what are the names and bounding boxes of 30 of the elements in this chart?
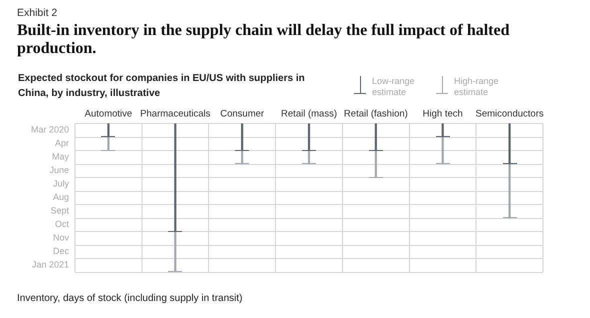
- chart-subtitle: Expected stockout for companies in EU/US with suppliers in China, by industry, illustrative: [18, 72, 306, 101]
- text: Oct: [54, 219, 70, 230]
- bar: [508, 164, 511, 218]
- x-tick-label: Retail (fashion): [344, 108, 408, 120]
- x-tick-label: Automotive: [84, 108, 132, 120]
- text: Jan 2021: [32, 260, 69, 270]
- legend-label: Low-range estimate: [372, 76, 416, 98]
- x-tick-label: Pharmaceuticals: [140, 108, 211, 120]
- bar: [174, 231, 176, 272]
- bar: [442, 123, 444, 138]
- bar: [174, 123, 176, 232]
- text: Apr: [54, 138, 69, 148]
- text: May: [52, 152, 70, 162]
- text: Dec: [52, 246, 70, 256]
- text: Aug: [52, 192, 69, 202]
- text: Mar 2020: [30, 124, 69, 135]
- chart-title: Built-in inventory in the supply chain will delay the full impact of halted production.: [17, 22, 510, 58]
- x-tick-label: Consumer: [220, 108, 264, 120]
- text: July: [52, 178, 70, 189]
- x-tick-label: Retail (mass): [281, 108, 337, 120]
- bar: [442, 136, 444, 164]
- legend-label: High-range estimate: [454, 76, 500, 98]
- x-tick-label: Semiconductors: [476, 108, 544, 120]
- text: Nov: [52, 232, 70, 243]
- bar: [508, 123, 511, 164]
- text: June: [49, 165, 69, 176]
- x-tick-label: High tech: [422, 108, 463, 120]
- text: Exhibit 2: [17, 7, 58, 19]
- text: Sept: [50, 206, 70, 216]
- text: Inventory, days of stock (including supply in transit): [17, 293, 242, 304]
